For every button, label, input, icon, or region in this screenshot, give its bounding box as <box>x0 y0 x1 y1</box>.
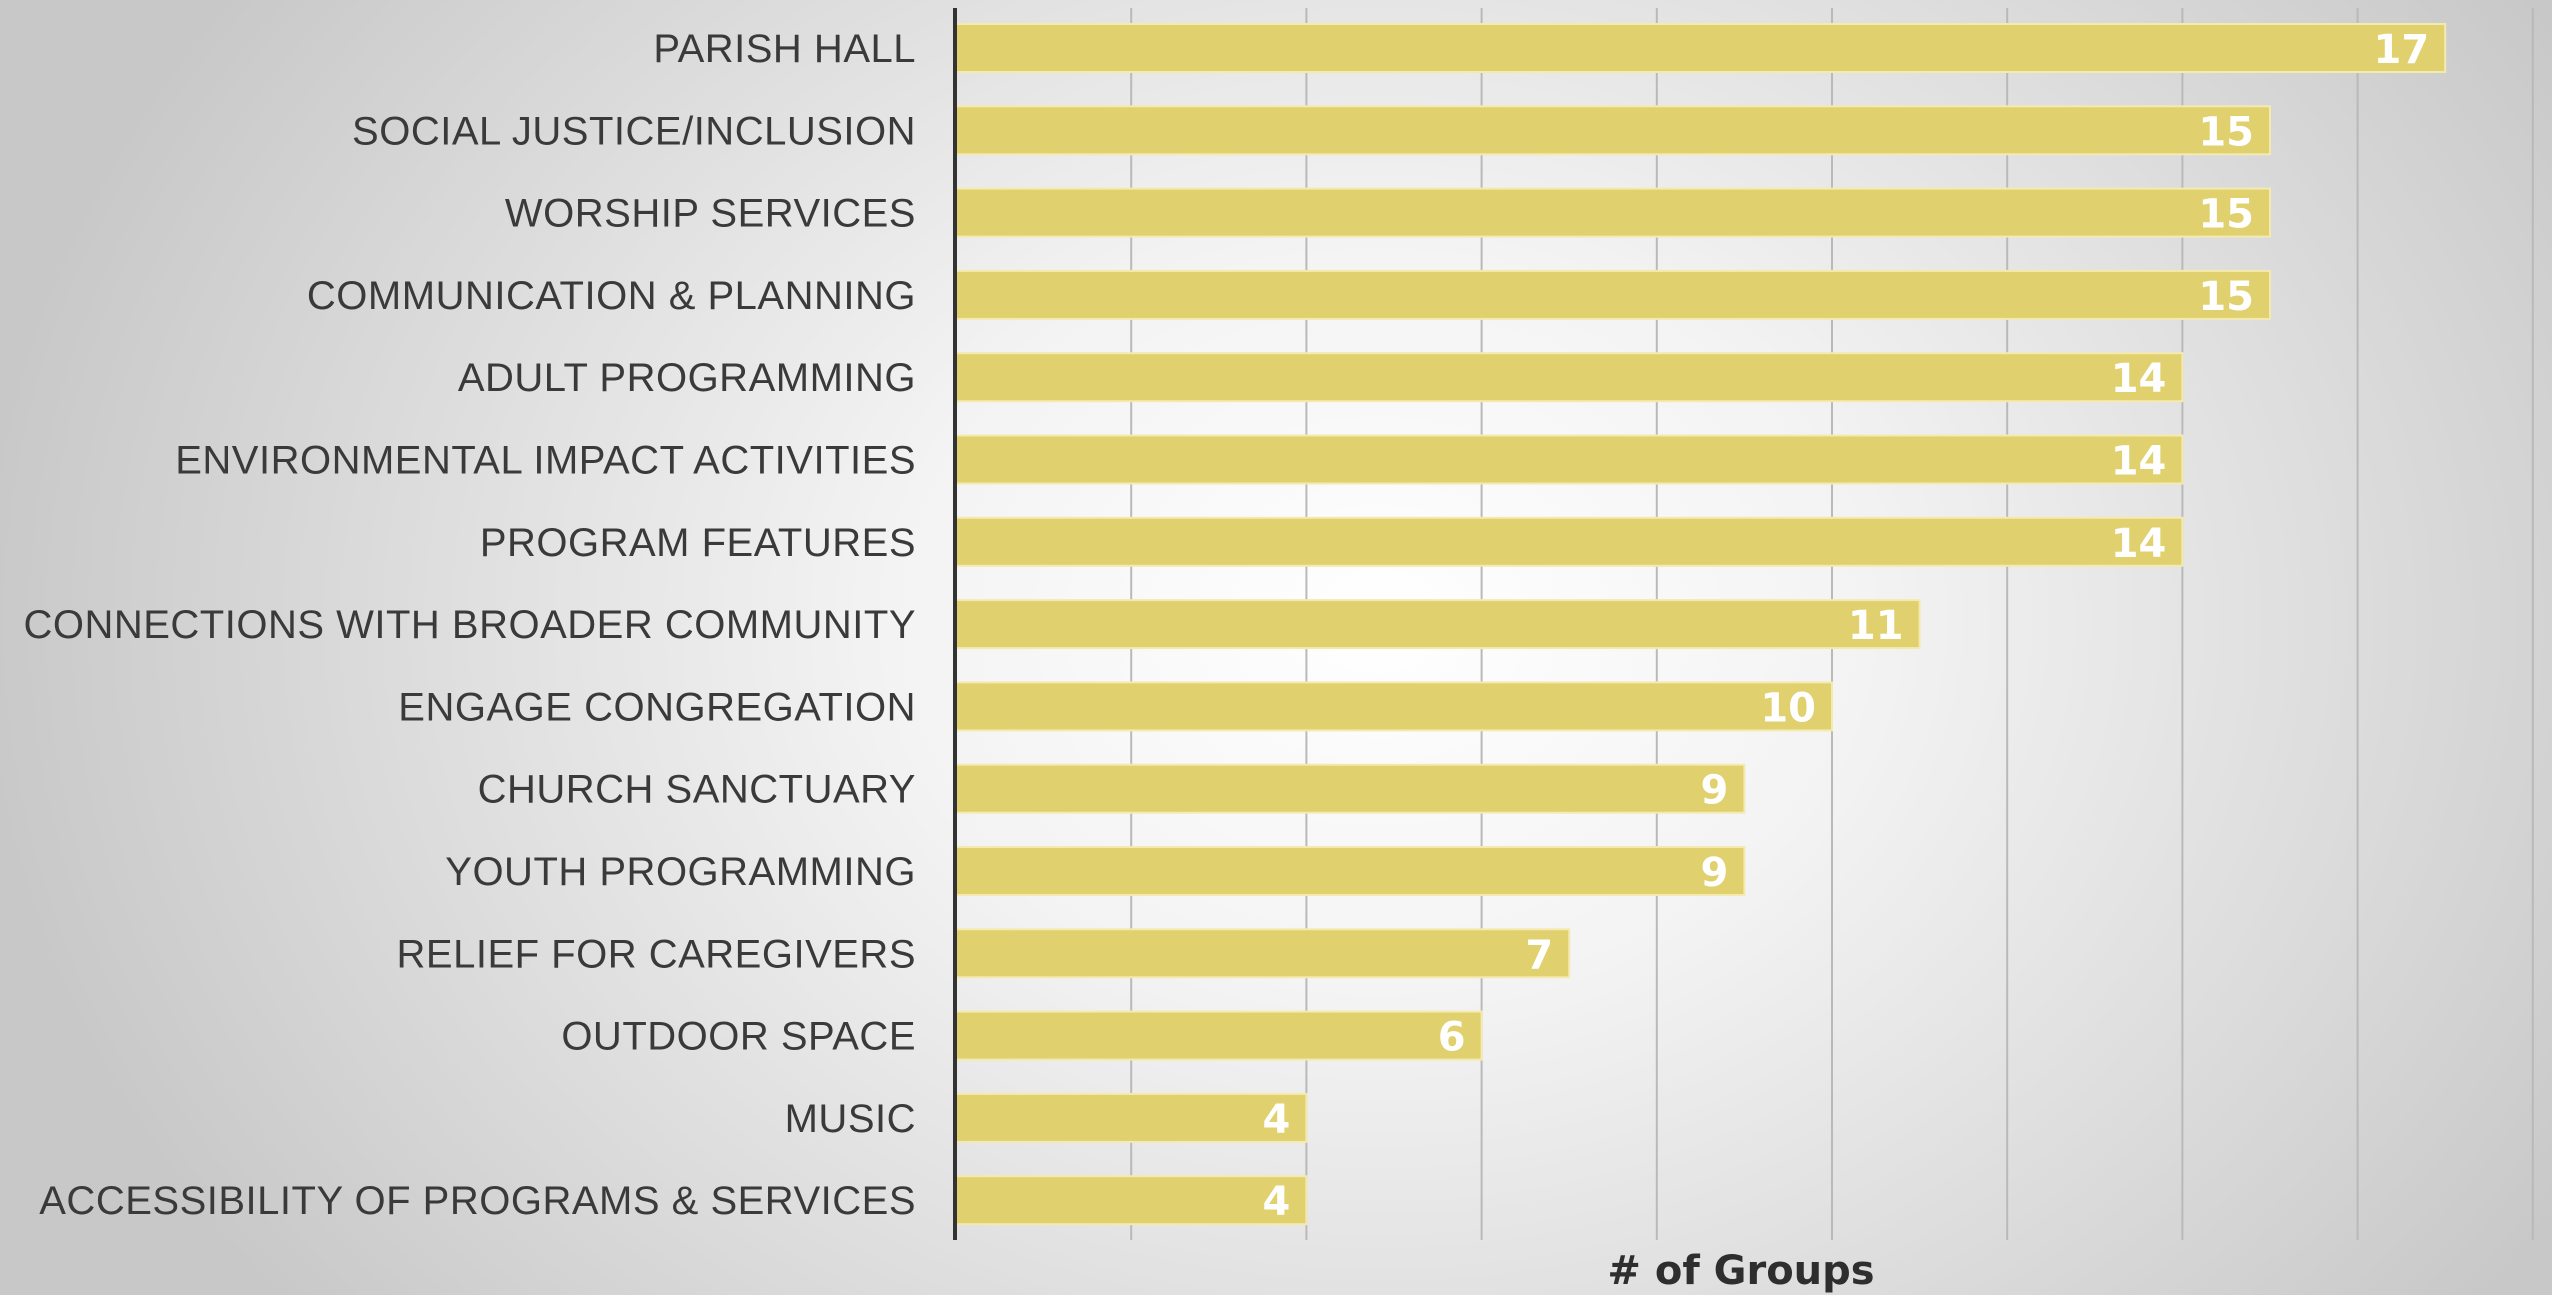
bar <box>955 1175 1308 1226</box>
bar <box>955 763 1746 814</box>
category-label: CHURCH SANCTUARY <box>478 768 916 812</box>
data-label: 17 <box>2374 27 2430 73</box>
data-label: 9 <box>1701 850 1729 896</box>
category-label: PARISH HALL <box>653 27 916 71</box>
bar <box>955 1010 1483 1061</box>
category-label: ACCESSIBILITY OF PROGRAMS & SERVICES <box>39 1179 916 1223</box>
category-label: ADULT PROGRAMMING <box>458 356 916 400</box>
data-label: 11 <box>1848 603 1904 649</box>
data-label: 15 <box>2198 192 2254 238</box>
data-label: 14 <box>2111 521 2167 567</box>
data-label: 7 <box>1525 932 1553 978</box>
bar <box>955 681 1833 732</box>
category-labels: PARISH HALL SOCIAL JUSTICE/INCLUSION WORSH… <box>23 27 916 1223</box>
bar <box>955 1092 1308 1143</box>
bar <box>955 516 2184 567</box>
data-label: 14 <box>2111 439 2167 485</box>
x-axis-title: # of Groups <box>1607 1248 1874 1294</box>
bar <box>955 187 2271 238</box>
category-label: WORSHIP SERVICES <box>505 192 916 236</box>
bar <box>955 23 2447 73</box>
category-label: ENGAGE CONGREGATION <box>398 685 916 729</box>
data-label: 4 <box>1263 1097 1291 1143</box>
category-label: OUTDOOR SPACE <box>561 1015 916 1059</box>
bar <box>955 434 2184 485</box>
category-label: YOUTH PROGRAMMING <box>445 850 916 894</box>
bar <box>955 846 1746 896</box>
data-label: 9 <box>1701 768 1729 814</box>
category-label: ENVIRONMENTAL IMPACT ACTIVITIES <box>175 439 916 483</box>
bar <box>955 352 2184 403</box>
data-label: 15 <box>2198 274 2254 320</box>
data-label: 15 <box>2198 109 2254 155</box>
category-label: CONNECTIONS WITH BROADER COMMUNITY <box>23 603 916 647</box>
bar <box>955 269 2271 320</box>
bars-group <box>955 23 2447 1226</box>
value-labels: 17 15 15 15 14 14 14 11 10 9 9 7 6 4 4 <box>1263 27 2430 1225</box>
bar <box>955 105 2271 156</box>
bar <box>955 599 1921 650</box>
data-label: 6 <box>1438 1015 1466 1061</box>
data-label: 14 <box>2111 356 2167 402</box>
category-label: RELIEF FOR CAREGIVERS <box>397 932 916 976</box>
category-label: COMMUNICATION & PLANNING <box>307 274 916 318</box>
category-label: MUSIC <box>785 1097 916 1141</box>
data-label: 4 <box>1263 1179 1291 1225</box>
category-label: SOCIAL JUSTICE/INCLUSION <box>352 109 916 153</box>
bar <box>955 928 1571 979</box>
data-label: 10 <box>1760 685 1816 731</box>
category-label: PROGRAM FEATURES <box>480 521 916 565</box>
